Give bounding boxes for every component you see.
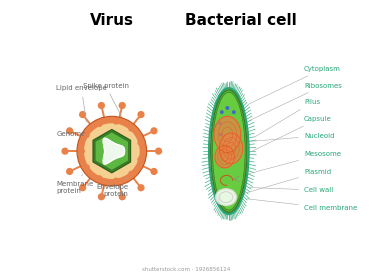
Text: Lipid envelope: Lipid envelope bbox=[56, 85, 107, 122]
Text: Bacterial cell: Bacterial cell bbox=[186, 13, 297, 28]
Circle shape bbox=[150, 168, 158, 175]
Circle shape bbox=[98, 193, 105, 200]
Circle shape bbox=[155, 148, 162, 155]
Text: Envelope
protein: Envelope protein bbox=[96, 178, 128, 197]
Text: Spike protein: Spike protein bbox=[83, 83, 128, 117]
Circle shape bbox=[225, 106, 230, 110]
Circle shape bbox=[96, 121, 102, 127]
Circle shape bbox=[113, 118, 119, 125]
Circle shape bbox=[119, 193, 126, 200]
Polygon shape bbox=[96, 132, 128, 170]
Text: Nucleoid: Nucleoid bbox=[236, 133, 334, 143]
Text: Cell membrane: Cell membrane bbox=[247, 199, 357, 211]
Text: shutterstock.com · 1926856124: shutterstock.com · 1926856124 bbox=[141, 267, 230, 272]
Circle shape bbox=[220, 110, 224, 114]
Text: Cytoplasm: Cytoplasm bbox=[249, 66, 341, 104]
Polygon shape bbox=[214, 116, 241, 153]
Text: Ribosomes: Ribosomes bbox=[249, 83, 342, 121]
Circle shape bbox=[137, 157, 144, 163]
Circle shape bbox=[150, 127, 158, 134]
Text: Genome: Genome bbox=[57, 131, 97, 148]
Text: Capsule: Capsule bbox=[249, 116, 332, 153]
Circle shape bbox=[66, 168, 73, 175]
Text: Mesosome: Mesosome bbox=[237, 151, 341, 177]
Circle shape bbox=[128, 171, 134, 177]
Text: Plasmid: Plasmid bbox=[234, 169, 331, 196]
Circle shape bbox=[79, 184, 86, 191]
Circle shape bbox=[218, 121, 222, 125]
Polygon shape bbox=[103, 138, 125, 164]
Ellipse shape bbox=[211, 90, 247, 213]
Circle shape bbox=[79, 111, 86, 118]
Circle shape bbox=[232, 110, 236, 114]
Circle shape bbox=[84, 123, 140, 179]
Circle shape bbox=[84, 132, 90, 138]
Circle shape bbox=[79, 148, 85, 154]
Circle shape bbox=[119, 102, 126, 109]
Circle shape bbox=[113, 178, 119, 184]
Polygon shape bbox=[215, 146, 234, 168]
Circle shape bbox=[96, 175, 102, 181]
Circle shape bbox=[137, 140, 144, 146]
Text: Pilus: Pilus bbox=[254, 99, 320, 137]
Ellipse shape bbox=[216, 189, 237, 206]
Circle shape bbox=[66, 127, 73, 134]
Circle shape bbox=[77, 116, 147, 186]
Polygon shape bbox=[219, 133, 243, 164]
Circle shape bbox=[84, 164, 90, 170]
Text: Membrane
protein: Membrane protein bbox=[56, 174, 93, 194]
Text: Virus: Virus bbox=[90, 13, 134, 28]
Circle shape bbox=[61, 148, 68, 155]
Circle shape bbox=[128, 125, 134, 132]
Ellipse shape bbox=[212, 92, 245, 210]
Text: Cell wall: Cell wall bbox=[248, 187, 333, 193]
Circle shape bbox=[218, 132, 222, 136]
Circle shape bbox=[137, 184, 145, 191]
Circle shape bbox=[98, 102, 105, 109]
Polygon shape bbox=[93, 129, 131, 173]
Text: Capsid: Capsid bbox=[105, 136, 128, 149]
Circle shape bbox=[137, 111, 145, 118]
Circle shape bbox=[224, 144, 227, 148]
